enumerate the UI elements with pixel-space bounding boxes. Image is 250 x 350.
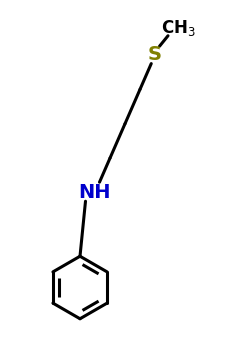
Text: CH$_3$: CH$_3$ xyxy=(161,18,196,37)
Text: S: S xyxy=(148,46,162,64)
Text: NH: NH xyxy=(79,183,111,202)
